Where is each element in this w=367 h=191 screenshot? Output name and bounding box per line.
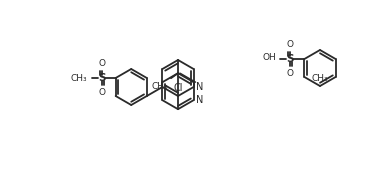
Text: N: N [196, 82, 203, 92]
Text: N: N [196, 95, 203, 105]
Text: O: O [98, 59, 105, 68]
Text: O: O [287, 40, 294, 49]
Text: CH₃: CH₃ [312, 74, 328, 83]
Text: S: S [98, 73, 105, 83]
Text: OH: OH [263, 53, 276, 62]
Text: O: O [287, 69, 294, 78]
Text: Cl: Cl [173, 83, 183, 93]
Text: CH₃: CH₃ [151, 82, 168, 91]
Text: CH₃: CH₃ [70, 74, 87, 83]
Text: O: O [98, 88, 105, 97]
Text: S: S [287, 54, 294, 64]
